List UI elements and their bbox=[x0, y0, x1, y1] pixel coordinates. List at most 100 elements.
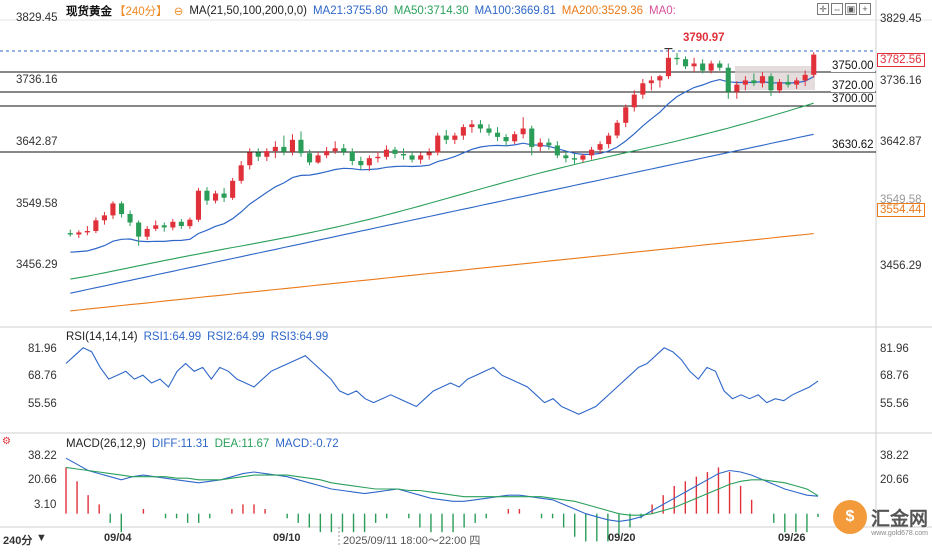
candle-body bbox=[606, 135, 612, 145]
candle-body bbox=[247, 152, 253, 166]
candle-body bbox=[426, 152, 432, 156]
candle-body bbox=[272, 146, 278, 152]
candle-body bbox=[623, 107, 629, 123]
zoom-in-icon[interactable]: + bbox=[859, 3, 871, 15]
candle-body bbox=[195, 190, 201, 220]
candle-body bbox=[452, 135, 458, 140]
candle-body bbox=[503, 137, 509, 142]
candle-body bbox=[307, 153, 313, 163]
rsi-axis-label: 55.56 bbox=[880, 398, 909, 410]
price-axis-label: 3456.29 bbox=[16, 259, 58, 271]
watermark-name: 汇金网 bbox=[870, 508, 928, 530]
ma0-value: MA0: bbox=[649, 5, 676, 17]
macd-axis-label: 3.10 bbox=[34, 499, 57, 511]
candle-body bbox=[127, 214, 133, 223]
crosshair-icon[interactable]: ✛ bbox=[817, 3, 829, 15]
ma50-line bbox=[70, 102, 814, 280]
chart-header: 现货黄金 【240分】 ⊖ MA(21,50,100,200,0,0) MA21… bbox=[66, 4, 676, 18]
candle-body bbox=[67, 233, 73, 235]
right-axis-label: 3456.29 bbox=[880, 260, 922, 272]
level-label: 3700.00 bbox=[831, 93, 875, 105]
consolidation-box bbox=[735, 66, 815, 90]
candle-body bbox=[443, 135, 449, 140]
rsi-header: RSI(14,14,14) RSI1:64.99 RSI2:64.99 RSI3… bbox=[66, 331, 328, 343]
peak-label: 3790.97 bbox=[683, 32, 725, 44]
candle-body bbox=[691, 63, 697, 67]
move-icon[interactable]: ⇔ bbox=[831, 3, 843, 15]
ma200-price-tag: 3554.44 bbox=[877, 203, 925, 217]
ma100-line bbox=[70, 133, 814, 294]
fullscreen-icon[interactable]: ▣ bbox=[845, 3, 857, 15]
candle-body bbox=[110, 203, 116, 216]
dea-value: DEA:11.67 bbox=[214, 438, 270, 450]
candle-body bbox=[213, 193, 219, 201]
candle-body bbox=[230, 180, 236, 198]
candle-body bbox=[136, 222, 142, 237]
candle-body bbox=[238, 165, 244, 181]
candle-body bbox=[665, 57, 671, 77]
candle-body bbox=[392, 149, 398, 154]
period-dropdown-icon[interactable]: ▼ bbox=[36, 532, 47, 544]
candle-body bbox=[170, 221, 176, 228]
price-axis-label: 3736.16 bbox=[16, 74, 58, 86]
crosshair-time: 2025/09/11 18:00～22:00 四 bbox=[343, 535, 481, 547]
candle-body bbox=[700, 63, 706, 71]
candle-body bbox=[657, 76, 663, 81]
settings-icon[interactable]: ⊖ bbox=[173, 6, 184, 18]
ma100-value: MA100:3669.81 bbox=[474, 5, 556, 17]
candle-body bbox=[76, 232, 82, 235]
date-label: 09/26 bbox=[778, 532, 806, 544]
rsi1-value: RSI1:64.99 bbox=[143, 331, 202, 343]
candle-body bbox=[358, 161, 364, 166]
candle-body bbox=[161, 225, 167, 228]
price-axis-label: 3829.45 bbox=[16, 12, 58, 24]
candle-body bbox=[512, 134, 518, 142]
level-label: 3720.00 bbox=[831, 80, 875, 92]
candle-body bbox=[785, 81, 791, 85]
rsi-axis-label: 81.96 bbox=[28, 343, 57, 355]
candle-body bbox=[529, 128, 535, 147]
macd-axis-label: 20.66 bbox=[28, 474, 57, 486]
diff-value: DIFF:11.31 bbox=[151, 438, 209, 450]
candle-body bbox=[178, 221, 184, 226]
candle-body bbox=[563, 155, 569, 159]
candle-body bbox=[401, 154, 407, 156]
candle-body bbox=[648, 80, 654, 84]
candle-body bbox=[144, 228, 150, 237]
candle-body bbox=[332, 148, 338, 152]
macd-label: MACD(26,12,9) bbox=[66, 438, 146, 450]
ma200-line bbox=[70, 233, 814, 312]
candle-body bbox=[204, 190, 210, 201]
rsi-axis-label: 68.76 bbox=[28, 370, 57, 382]
candle-body bbox=[759, 76, 765, 84]
candle-body bbox=[324, 151, 330, 156]
watermark-logo-icon: $ bbox=[832, 500, 867, 534]
candle-body bbox=[486, 128, 492, 133]
macd-value: MACD:-0.72 bbox=[275, 438, 339, 450]
candle-body bbox=[520, 128, 526, 135]
candle-body bbox=[794, 80, 800, 85]
price-axis-label: 3642.87 bbox=[16, 136, 58, 148]
right-axis-label: 3736.16 bbox=[880, 75, 922, 87]
ma-settings-label: MA(21,50,100,200,0,0) bbox=[189, 5, 307, 17]
candle-body bbox=[571, 158, 577, 160]
date-label: 09/20 bbox=[608, 532, 636, 544]
candle-body bbox=[349, 151, 355, 161]
candle-body bbox=[289, 139, 295, 152]
ma21-line bbox=[70, 76, 814, 253]
rsi-label: RSI(14,14,14) bbox=[66, 331, 138, 343]
symbol-name[interactable]: 现货黄金 bbox=[66, 6, 112, 18]
candle-body bbox=[640, 83, 646, 95]
macd-axis-label: 20.66 bbox=[880, 474, 909, 486]
candle-body bbox=[341, 148, 347, 152]
period-label[interactable]: 【240分】 bbox=[114, 6, 168, 18]
macd-header: MACD(26,12,9) DIFF:11.31 DEA:11.67 MACD:… bbox=[66, 438, 339, 450]
candle-body bbox=[811, 54, 817, 75]
period-button[interactable]: 240分 bbox=[3, 535, 33, 547]
rsi3-value: RSI3:64.99 bbox=[270, 331, 329, 343]
candle-body bbox=[460, 127, 466, 136]
candle-body bbox=[477, 124, 483, 129]
crosshair-gear-icon[interactable]: ⚙ bbox=[2, 436, 11, 447]
candle-body bbox=[495, 132, 501, 137]
